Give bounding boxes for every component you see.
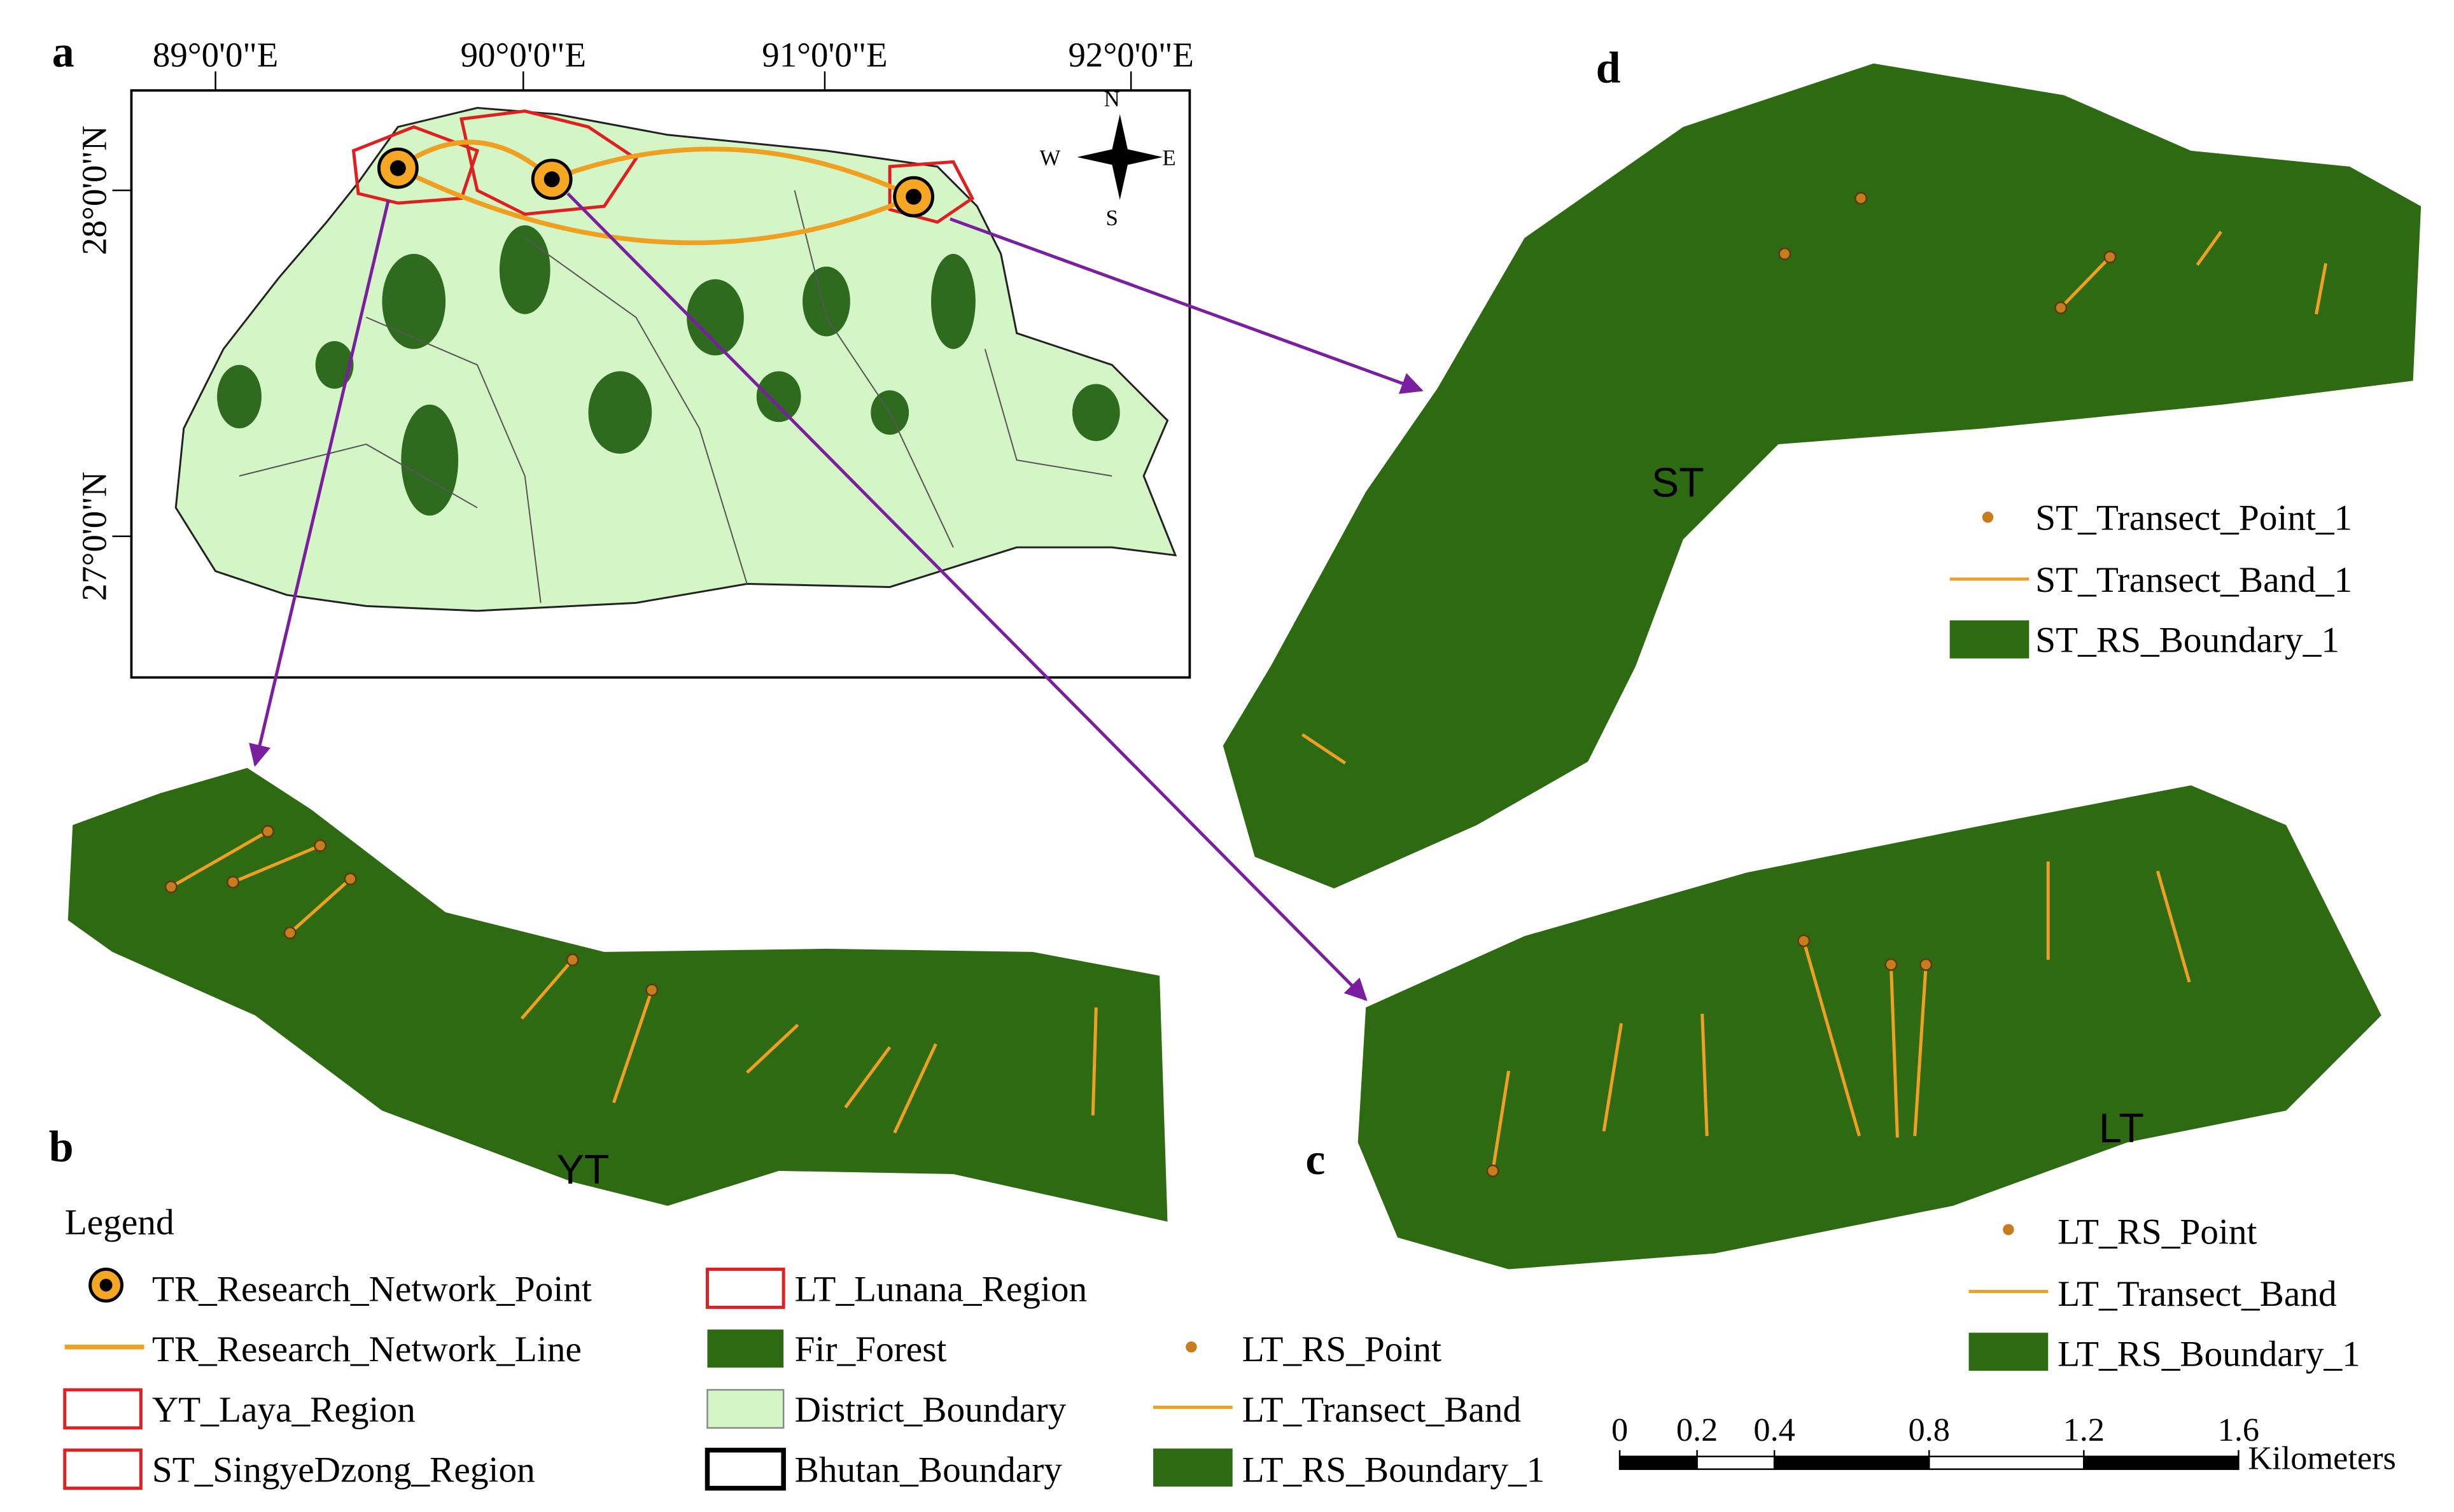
legend-label: ST_RS_Boundary_1: [2035, 620, 2339, 661]
legend-label: LT_RS_Boundary_1: [1242, 1450, 1545, 1490]
legend-label: ST_Transect_Point_1: [2035, 498, 2352, 538]
lat-label: 27°0'0"N: [75, 472, 114, 601]
compass-n: N: [1104, 87, 1120, 111]
scale-segment: [1696, 1455, 1776, 1470]
legend-label: LT_Transect_Band: [2058, 1274, 2336, 1314]
legend-label: TR_Research_Network_Point: [152, 1269, 592, 1309]
map-a: N W E S 89°0'0"E 90°0'0"E 91°0'0"E 92°0'…: [75, 36, 1194, 679]
scale-segment: [1928, 1455, 2085, 1470]
panel-label: c: [1305, 1135, 1325, 1184]
legend-label: LT_RS_Point: [1242, 1329, 1441, 1369]
lat-label: 28°0'0"N: [75, 125, 114, 255]
lon-label: 91°0'0"E: [762, 36, 887, 74]
legend-label: LT_RS_Point: [2058, 1212, 2257, 1252]
legend-label: Bhutan_Boundary: [795, 1450, 1063, 1490]
lt-legend: LT_RS_Point LT_Transect_Band LT_RS_Bound…: [1968, 1212, 2360, 1375]
compass-w: W: [1040, 145, 1061, 170]
legend-label: ST_SingyeDzong_Region: [152, 1450, 535, 1490]
main-legend: Legend TR_Research_Network_Point TR_Rese…: [63, 1203, 1545, 1491]
panel-label: b: [49, 1123, 74, 1172]
scale-tick-label: 1.6: [2218, 1411, 2259, 1448]
scale-tick-label: 0: [1611, 1411, 1628, 1448]
legend-label: ST_Transect_Band_1: [2035, 560, 2352, 600]
scale-tick-label: 0.2: [1676, 1411, 1718, 1448]
transect-points: [164, 192, 2117, 1177]
fir-forest: [217, 225, 1120, 516]
compass-s: S: [1106, 206, 1118, 230]
legend-label: TR_Research_Network_Line: [152, 1329, 582, 1369]
scale-tick-label: 0.8: [1909, 1411, 1950, 1448]
legend-title: Legend: [65, 1203, 174, 1243]
st-legend: ST_Transect_Point_1 ST_Transect_Band_1 S…: [1949, 498, 2352, 661]
compass: N W E S: [1040, 87, 1176, 230]
legend-label: LT_Lunana_Region: [795, 1269, 1088, 1309]
scale-unit: Kilometers: [2248, 1440, 2396, 1477]
legend-label: LT_RS_Boundary_1: [2058, 1334, 2360, 1375]
lon-label: 92°0'0"E: [1068, 36, 1193, 74]
arrows: [249, 192, 1424, 1002]
panel-label: d: [1596, 44, 1621, 93]
legend-label: District_Boundary: [795, 1390, 1067, 1430]
scale-tick-label: 1.2: [2063, 1411, 2105, 1448]
legend-label: YT_Laya_Region: [152, 1390, 416, 1430]
transect-bands: [170, 230, 2327, 1172]
legend-label: Fir_Forest: [795, 1329, 947, 1369]
graticule-ticks: [112, 71, 1132, 537]
scale-segment: [2083, 1455, 2240, 1470]
scale-segment: [1773, 1455, 1930, 1470]
compass-e: E: [1162, 145, 1175, 170]
lon-label: 90°0'0"E: [461, 36, 586, 74]
network-points: [377, 147, 935, 218]
lon-label: 89°0'0"E: [153, 36, 278, 74]
district-lines: [239, 190, 1112, 603]
lt-boundary: [1357, 785, 2381, 1270]
st-boundary: [1223, 63, 2422, 889]
yt-boundary: [67, 767, 1168, 1222]
site-label: LT: [2099, 1105, 2144, 1151]
site-label: YT: [557, 1146, 610, 1193]
panel-label: a: [52, 28, 74, 77]
scale-tick-label: 0.4: [1753, 1411, 1795, 1448]
site-label: ST: [1651, 459, 1704, 505]
legend-label: LT_Transect_Band: [1242, 1390, 1521, 1430]
scale-segment: [1618, 1455, 1698, 1470]
network-lines: [396, 139, 915, 246]
